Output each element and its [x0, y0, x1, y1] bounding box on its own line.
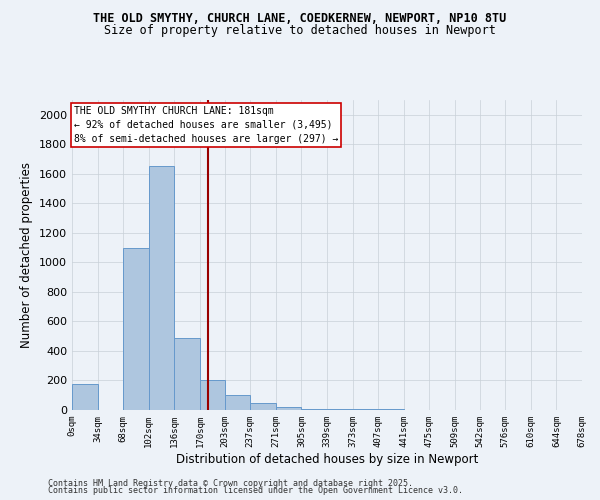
- Bar: [149, 166, 175, 410]
- Y-axis label: Number of detached properties: Number of detached properties: [20, 162, 34, 348]
- Bar: [224, 395, 250, 410]
- Text: Contains public sector information licensed under the Open Government Licence v3: Contains public sector information licen…: [48, 486, 463, 495]
- Bar: [353, 408, 378, 410]
- Bar: [175, 338, 200, 410]
- Text: Contains HM Land Registry data © Crown copyright and database right 2025.: Contains HM Land Registry data © Crown c…: [48, 478, 413, 488]
- Bar: [276, 407, 301, 410]
- Bar: [123, 248, 149, 410]
- X-axis label: Distribution of detached houses by size in Newport: Distribution of detached houses by size …: [176, 452, 478, 466]
- Bar: [250, 404, 276, 410]
- Bar: [200, 380, 224, 410]
- Bar: [72, 384, 98, 410]
- Bar: [301, 408, 327, 410]
- Text: THE OLD SMYTHY CHURCH LANE: 181sqm
← 92% of detached houses are smaller (3,495)
: THE OLD SMYTHY CHURCH LANE: 181sqm ← 92%…: [74, 106, 338, 144]
- Text: THE OLD SMYTHY, CHURCH LANE, COEDKERNEW, NEWPORT, NP10 8TU: THE OLD SMYTHY, CHURCH LANE, COEDKERNEW,…: [94, 12, 506, 26]
- Text: Size of property relative to detached houses in Newport: Size of property relative to detached ho…: [104, 24, 496, 37]
